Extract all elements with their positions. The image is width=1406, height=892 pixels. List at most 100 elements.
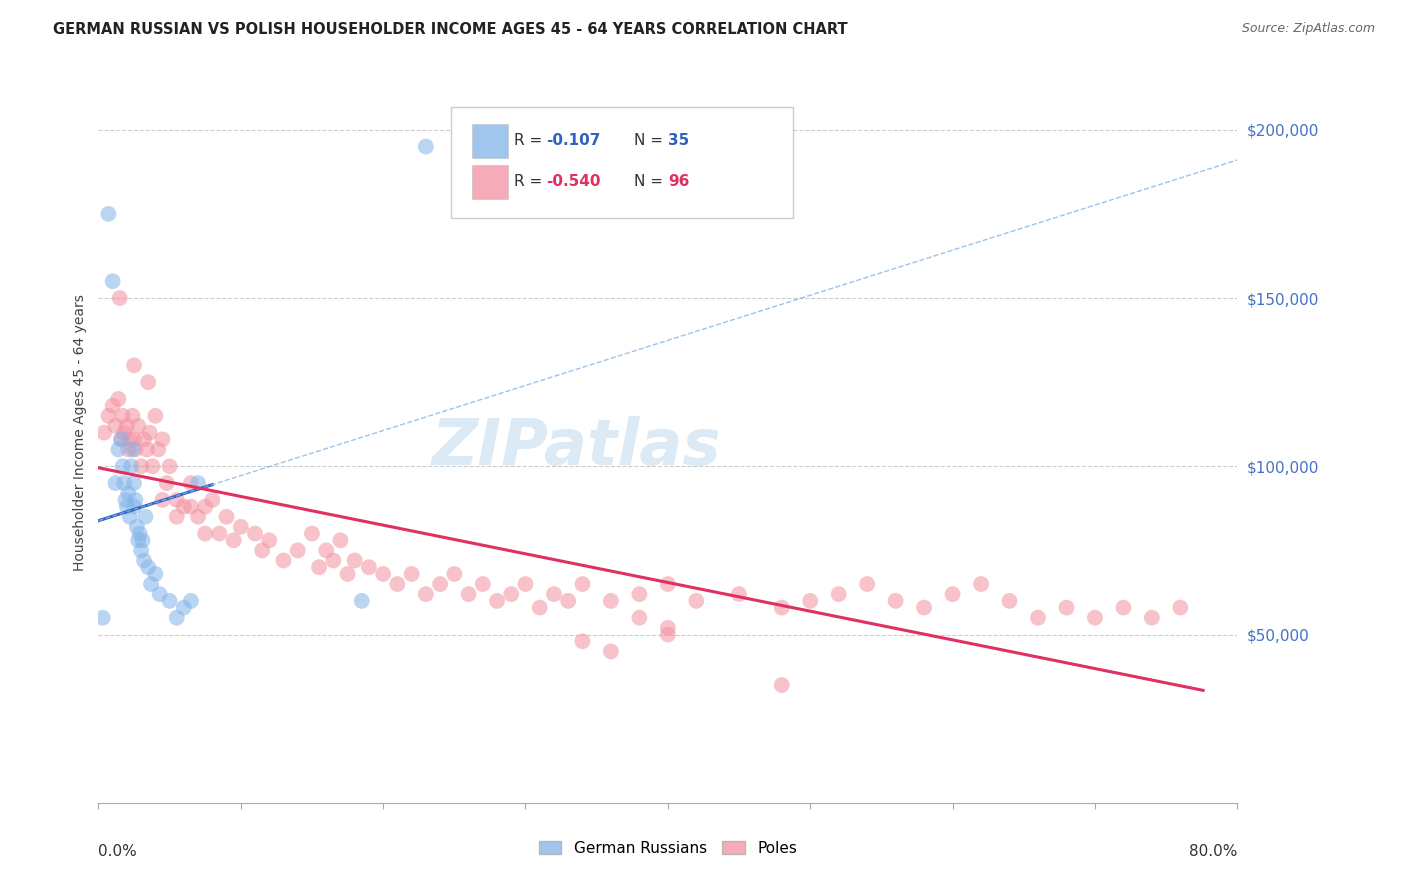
Legend: German Russians, Poles: German Russians, Poles [533, 835, 803, 862]
Point [600, 594, 623, 608]
Point [322, 553, 344, 567]
Point [127, 418, 149, 433]
Point [122, 500, 145, 514]
Point [273, 553, 295, 567]
Point [315, 543, 337, 558]
Point [104, 418, 127, 433]
Point [429, 577, 451, 591]
Point [194, 500, 217, 514]
Text: N =: N = [634, 134, 668, 148]
Point [129, 543, 152, 558]
Point [166, 492, 188, 507]
Point [828, 587, 851, 601]
Point [159, 459, 181, 474]
Point [173, 600, 195, 615]
Point [529, 600, 551, 615]
Point [129, 459, 152, 474]
Point [415, 139, 437, 153]
Point [457, 587, 479, 601]
Point [104, 476, 127, 491]
Point [571, 634, 593, 648]
Y-axis label: Householder Income Ages 45 - 64 years: Householder Income Ages 45 - 64 years [73, 294, 87, 571]
Point [114, 492, 136, 507]
Point [134, 509, 156, 524]
Point [120, 459, 142, 474]
Point [308, 560, 330, 574]
Point [250, 543, 273, 558]
Point [970, 577, 993, 591]
Point [243, 526, 266, 541]
FancyBboxPatch shape [472, 165, 509, 199]
Text: 96: 96 [668, 174, 689, 189]
Point [91, 610, 114, 624]
Point [1056, 600, 1078, 615]
Point [156, 476, 179, 491]
Point [122, 476, 145, 491]
Point [543, 587, 565, 601]
Point [486, 594, 509, 608]
Point [387, 577, 409, 591]
Point [180, 500, 202, 514]
Point [132, 553, 155, 567]
Point [728, 587, 751, 601]
Point [657, 627, 679, 641]
Point [942, 587, 965, 601]
Point [884, 594, 907, 608]
Point [111, 409, 134, 423]
Point [856, 577, 879, 591]
Text: R =: R = [515, 174, 547, 189]
Text: GERMAN RUSSIAN VS POLISH HOUSEHOLDER INCOME AGES 45 - 64 YEARS CORRELATION CHART: GERMAN RUSSIAN VS POLISH HOUSEHOLDER INC… [53, 22, 848, 37]
Point [152, 492, 174, 507]
Text: 80.0%: 80.0% [1189, 844, 1237, 858]
Point [128, 526, 150, 541]
Point [145, 409, 167, 423]
Point [124, 492, 146, 507]
Point [97, 409, 120, 423]
Point [770, 600, 793, 615]
Point [770, 678, 793, 692]
Point [145, 566, 167, 581]
Point [1084, 610, 1107, 624]
Point [121, 409, 143, 423]
Point [657, 621, 679, 635]
Text: 35: 35 [668, 134, 689, 148]
Point [118, 509, 141, 524]
Point [112, 425, 135, 440]
Point [107, 442, 129, 457]
Point [115, 500, 138, 514]
Point [201, 492, 224, 507]
Point [329, 533, 352, 548]
Point [657, 577, 679, 591]
Point [159, 594, 181, 608]
Point [139, 577, 162, 591]
Point [97, 207, 120, 221]
Point [571, 577, 593, 591]
Point [215, 509, 238, 524]
Point [301, 526, 323, 541]
Point [148, 442, 170, 457]
Text: -0.540: -0.540 [546, 174, 600, 189]
Point [110, 433, 132, 447]
Point [336, 566, 359, 581]
Point [112, 476, 135, 491]
Point [101, 399, 124, 413]
Text: ZIPatlas: ZIPatlas [432, 417, 721, 478]
Point [111, 459, 134, 474]
Point [122, 433, 145, 447]
Point [152, 433, 174, 447]
Point [443, 566, 465, 581]
Point [110, 433, 132, 447]
Text: Source: ZipAtlas.com: Source: ZipAtlas.com [1241, 22, 1375, 36]
Point [141, 459, 163, 474]
Point [287, 543, 309, 558]
Point [132, 433, 155, 447]
Point [166, 509, 188, 524]
Point [628, 610, 651, 624]
Point [136, 375, 159, 389]
Point [180, 476, 202, 491]
Point [799, 594, 821, 608]
Point [138, 425, 160, 440]
Point [180, 594, 202, 608]
Point [124, 442, 146, 457]
Point [343, 553, 366, 567]
